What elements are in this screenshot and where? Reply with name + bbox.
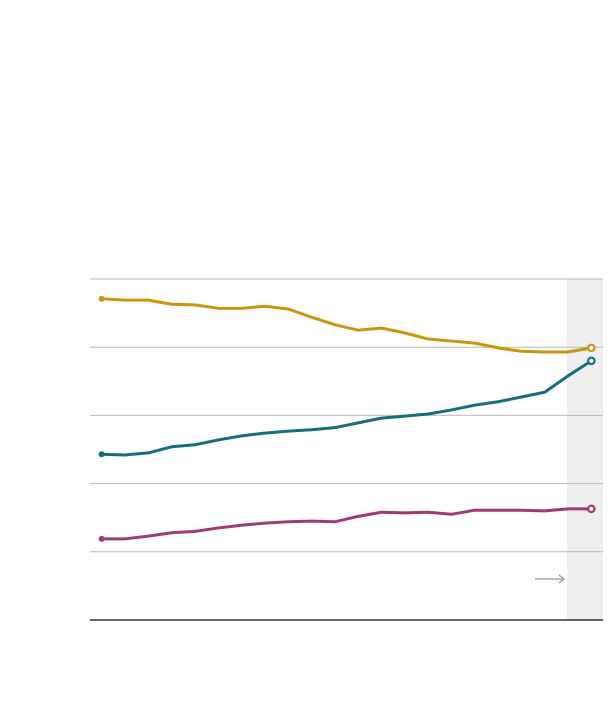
end-marker	[587, 504, 596, 514]
start-marker	[98, 535, 105, 542]
series-line	[101, 359, 593, 457]
series-line	[101, 297, 592, 354]
end-marker	[587, 356, 596, 366]
arrow	[535, 574, 565, 584]
highlight-band	[567, 279, 603, 620]
end-marker	[587, 343, 596, 353]
series-line	[101, 507, 592, 541]
start-marker	[98, 451, 105, 458]
start-marker	[98, 295, 105, 302]
